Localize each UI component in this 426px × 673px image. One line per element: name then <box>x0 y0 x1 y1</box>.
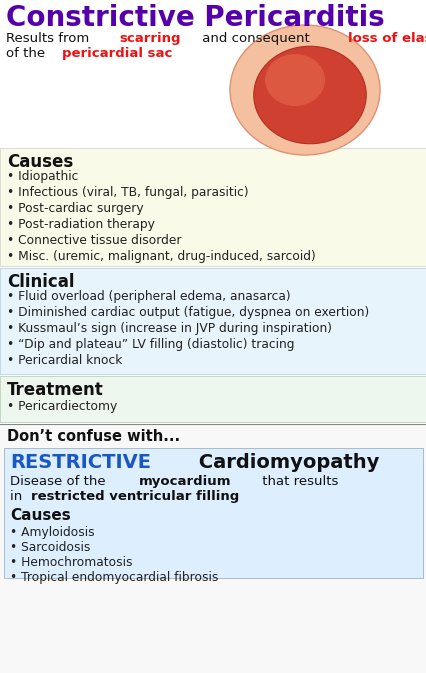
Text: • Post-radiation therapy: • Post-radiation therapy <box>7 218 155 231</box>
Text: Results from: Results from <box>6 32 93 45</box>
Text: • Connective tissue disorder: • Connective tissue disorder <box>7 234 181 247</box>
FancyBboxPatch shape <box>0 0 426 148</box>
FancyBboxPatch shape <box>0 268 426 374</box>
Text: • Kussmaul’s sign (increase in JVP during inspiration): • Kussmaul’s sign (increase in JVP durin… <box>7 322 331 335</box>
Text: RESTRICTIVE: RESTRICTIVE <box>10 453 151 472</box>
Text: • Fluid overload (peripheral edema, anasarca): • Fluid overload (peripheral edema, anas… <box>7 290 290 303</box>
Text: scarring: scarring <box>118 32 180 45</box>
Text: Disease of the: Disease of the <box>10 475 109 488</box>
Text: • Amyloidosis: • Amyloidosis <box>10 526 95 539</box>
Text: • Pericardiectomy: • Pericardiectomy <box>7 400 117 413</box>
FancyBboxPatch shape <box>0 424 426 673</box>
Text: and consequent: and consequent <box>198 32 314 45</box>
Text: pericardial sac: pericardial sac <box>62 47 172 60</box>
Text: Treatment: Treatment <box>7 381 104 399</box>
Text: Causes: Causes <box>10 508 71 523</box>
Text: Cardiomyopathy: Cardiomyopathy <box>191 453 378 472</box>
Text: Constrictive Pericarditis: Constrictive Pericarditis <box>6 4 384 32</box>
Text: • Infectious (viral, TB, fungal, parasitic): • Infectious (viral, TB, fungal, parasit… <box>7 186 248 199</box>
Text: restricted ventricular filling: restricted ventricular filling <box>31 490 239 503</box>
Text: of the: of the <box>6 47 49 60</box>
Text: in: in <box>10 490 26 503</box>
Ellipse shape <box>265 54 324 106</box>
Text: that results: that results <box>258 475 338 488</box>
Text: • “Dip and plateau” LV filling (diastolic) tracing: • “Dip and plateau” LV filling (diastoli… <box>7 338 294 351</box>
Text: • Misc. (uremic, malignant, drug-induced, sarcoid): • Misc. (uremic, malignant, drug-induced… <box>7 250 315 263</box>
Text: • Idiopathic: • Idiopathic <box>7 170 78 183</box>
Text: myocardium: myocardium <box>138 475 231 488</box>
FancyBboxPatch shape <box>4 448 422 578</box>
Text: Causes: Causes <box>7 153 73 171</box>
Text: • Hemochromatosis: • Hemochromatosis <box>10 556 132 569</box>
Text: Clinical: Clinical <box>7 273 74 291</box>
Text: • Diminished cardiac output (fatigue, dyspnea on exertion): • Diminished cardiac output (fatigue, dy… <box>7 306 368 319</box>
Text: • Pericardial knock: • Pericardial knock <box>7 354 122 367</box>
FancyBboxPatch shape <box>0 148 426 266</box>
Text: loss of elasticity: loss of elasticity <box>347 32 426 45</box>
Text: • Tropical endomyocardial fibrosis: • Tropical endomyocardial fibrosis <box>10 571 218 584</box>
Ellipse shape <box>230 25 379 155</box>
Ellipse shape <box>253 46 366 144</box>
Text: • Post-cardiac surgery: • Post-cardiac surgery <box>7 202 143 215</box>
FancyBboxPatch shape <box>0 376 426 422</box>
Text: • Sarcoidosis: • Sarcoidosis <box>10 541 90 554</box>
Text: Don’t confuse with...: Don’t confuse with... <box>7 429 180 444</box>
